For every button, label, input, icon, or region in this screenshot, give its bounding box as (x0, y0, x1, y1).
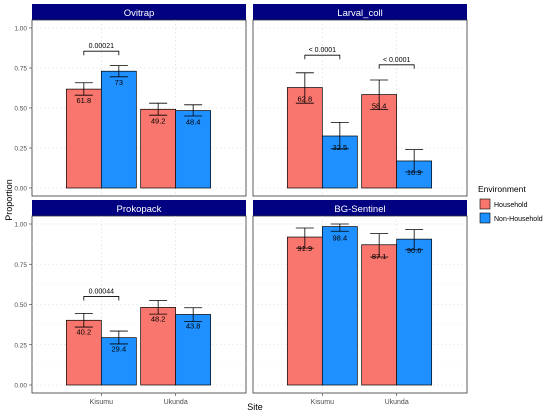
data-label: 90.6 (407, 246, 422, 255)
x-tick-label: Kisumu (311, 399, 334, 406)
data-label: 29.4 (112, 345, 127, 354)
legend-label: Non-Household (494, 216, 543, 223)
bar (361, 94, 398, 189)
bar (396, 238, 433, 386)
y-axis-title: Proportion (4, 179, 14, 221)
data-label: 40.2 (77, 327, 92, 336)
y-tick-label: 0.50 (14, 106, 27, 113)
panel-strip (32, 4, 246, 20)
legend-swatch (479, 198, 491, 210)
bar (65, 88, 102, 189)
x-tick-label: Ukunda (164, 399, 188, 406)
bar (286, 87, 323, 189)
panel-title: Larval_coll (337, 8, 382, 19)
data-label: 62.8 (298, 95, 313, 104)
p-value-label: 0.00044 (89, 288, 114, 295)
legend-title: Environment (478, 184, 526, 194)
y-tick-label: 0.00 (14, 186, 27, 193)
legend-swatch (479, 212, 491, 224)
bar (140, 307, 177, 386)
bar (286, 236, 323, 386)
data-label: 48.4 (186, 118, 201, 127)
bar (361, 244, 398, 386)
bar (100, 70, 137, 189)
significance-bracket (304, 54, 341, 60)
data-label: 91.9 (298, 244, 313, 253)
panel-strip (253, 200, 467, 216)
y-tick-label: 1.00 (14, 26, 27, 33)
data-label: 43.8 (186, 321, 201, 330)
significance-bracket (378, 64, 415, 69)
data-label: 58.4 (372, 102, 387, 111)
data-label: 98.4 (333, 234, 348, 243)
panel-title: Ovitrap (124, 8, 155, 19)
p-value-label: 0.00021 (89, 43, 114, 50)
y-tick-label: 0.75 (14, 66, 27, 73)
panel-strip (253, 4, 467, 20)
panel-title: Prokopack (117, 204, 162, 215)
significance-bracket (83, 50, 120, 56)
significance-bracket (83, 296, 120, 301)
x-axis-title: Site (247, 402, 263, 412)
bar (100, 337, 137, 386)
y-tick-label: 0.25 (14, 146, 27, 153)
y-tick-label: 1.00 (14, 222, 27, 229)
y-tick-label: 0.25 (14, 342, 27, 349)
y-tick-label: 0.75 (14, 262, 27, 269)
bar (321, 226, 358, 386)
y-tick-label: 0.50 (14, 302, 27, 309)
legend-label: Household (494, 202, 528, 209)
data-label: 48.2 (151, 314, 166, 323)
data-label: 87.1 (372, 252, 387, 261)
data-label: 49.2 (151, 116, 166, 125)
data-label: 61.8 (77, 96, 92, 105)
p-value-label: < 0.0001 (309, 47, 337, 54)
panel-title: BG-Sentinel (334, 204, 385, 215)
bar (175, 314, 212, 386)
p-value-label: < 0.0001 (383, 57, 411, 64)
bar (175, 110, 212, 189)
data-label: 32.5 (333, 143, 348, 152)
y-tick-label: 0.00 (14, 383, 27, 390)
x-tick-label: Ukunda (385, 399, 409, 406)
data-label: 16.9 (407, 168, 422, 177)
data-label: 73 (115, 78, 123, 87)
x-tick-label: Kisumu (90, 399, 113, 406)
panel-strip (32, 200, 246, 216)
